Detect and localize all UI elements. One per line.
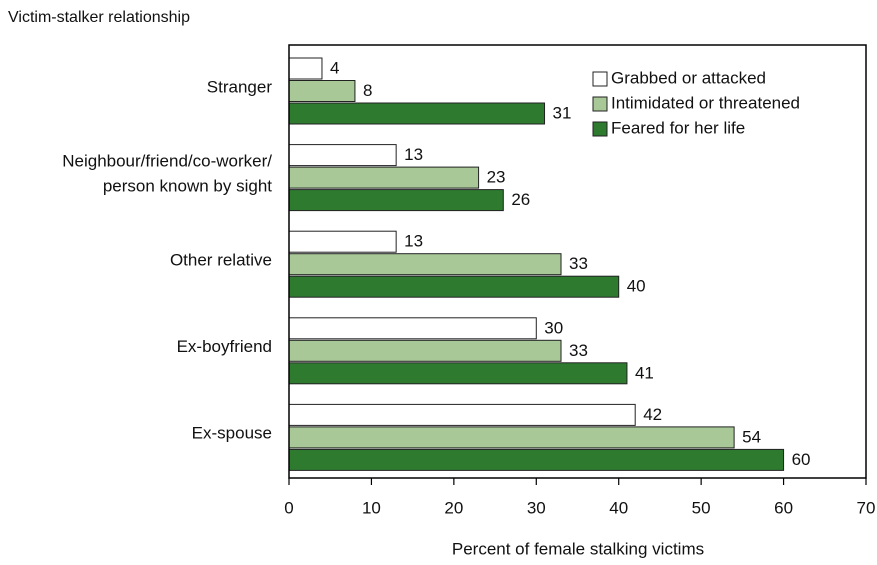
legend-swatch [592,121,608,137]
bar [288,426,735,449]
y-tick-label: Ex-boyfriend [177,338,272,357]
x-tick-label: 70 [857,498,876,517]
x-tick-label: 40 [609,498,628,517]
bar [288,189,504,212]
value-label: 26 [511,190,530,209]
legend-label: Grabbed or attacked [611,68,766,87]
value-label: 54 [742,427,761,446]
value-label: 13 [404,145,423,164]
y-tick-label: Other relative [170,251,272,270]
bar [288,275,620,298]
bar [288,448,785,471]
legend-label: Intimidated or threatened [611,93,800,112]
bar [288,253,562,276]
y-tick-label: Neighbour/friend/co-worker/person known … [62,152,272,196]
bar [288,166,480,189]
bar [288,339,562,362]
value-label: 41 [635,363,654,382]
bar [288,317,537,340]
value-label: 13 [404,232,423,251]
legend-label: Feared for her life [611,118,745,137]
plot-frame [288,44,867,479]
chart-title: Victim-stalker relationship [8,9,190,26]
legend-swatch [592,71,608,87]
y-tick-label: Stranger [207,78,273,97]
value-label: 31 [553,103,572,122]
bar [288,230,397,253]
value-label: 42 [643,405,662,424]
value-label: 33 [569,254,588,273]
x-tick-label: 60 [774,498,793,517]
x-tick-label: 20 [444,498,463,517]
value-label: 40 [627,277,646,296]
legend-swatch [592,96,608,112]
bar [288,362,628,385]
bar [288,403,636,426]
bar [288,102,546,125]
x-tick-label: 30 [527,498,546,517]
value-label: 33 [569,341,588,360]
x-tick-label: 50 [692,498,711,517]
bar [288,80,356,102]
y-tick-label: Ex-spouse [192,424,272,443]
bar [288,144,397,167]
value-label: 30 [544,318,563,337]
value-label: 4 [330,58,339,77]
x-tick-label: 0 [284,498,293,517]
x-axis-label: Percent of female stalking victims [452,539,704,558]
bar [288,57,323,80]
x-tick-label: 10 [362,498,381,517]
value-label: 8 [363,81,372,100]
value-label: 23 [487,168,506,187]
value-label: 60 [792,450,811,469]
